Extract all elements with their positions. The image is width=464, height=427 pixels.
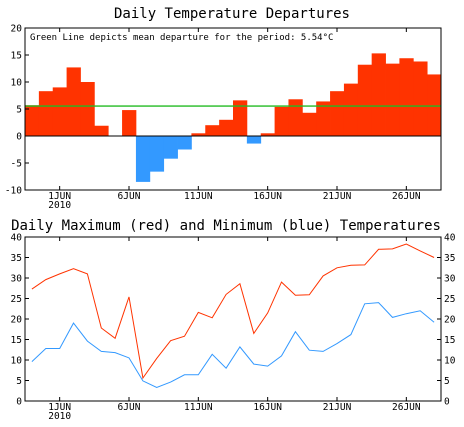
departure-bar [38, 91, 54, 136]
y-tick-label: 5 [16, 105, 22, 116]
departure-bar [316, 101, 331, 136]
departure-bar [94, 125, 109, 136]
x-tick-label: 1JUN [48, 402, 71, 413]
x-tick-label: 26JUN [392, 191, 421, 202]
y-tick-label-right: 35 [444, 253, 455, 264]
max-min-frame [24, 236, 442, 402]
x-tick-sublabel: 2010 [48, 200, 71, 211]
max-min-marks [31, 243, 435, 389]
y-tick-label: 0 [16, 132, 22, 143]
y-tick-label: 15 [11, 51, 22, 62]
max-min-title: Daily Maximum (red) and Minimum (blue) T… [11, 218, 441, 234]
y-tick-label: 5 [16, 376, 22, 387]
y-tick-label: 10 [11, 356, 23, 367]
mean-departure-note: Green Line depicts mean departure for th… [30, 33, 333, 43]
departure-bar [343, 83, 359, 136]
departures-chart: Daily Temperature Departures -10 -5 0 5 10 15… [5, 6, 442, 211]
departure-bar [260, 133, 275, 136]
departure-bar [66, 67, 81, 136]
x-tick-label: 16JUN [253, 191, 282, 202]
x-tick-label: 21JUN [323, 402, 352, 413]
y-tick-label: 20 [11, 315, 23, 326]
departures-title: Daily Temperature Departures [114, 6, 350, 22]
departure-bar [135, 136, 151, 182]
y-tick-label-right: 25 [444, 294, 455, 305]
departures-marks [25, 53, 442, 182]
x-tick-sublabel: 2010 [48, 411, 71, 422]
y-tick-label: 40 [11, 233, 23, 244]
departure-bar [302, 112, 317, 136]
departure-bar [205, 125, 220, 136]
departure-bar [357, 64, 373, 136]
departure-bar [177, 136, 192, 150]
max-min-axes: 0 0 5 5 10 10 15 15 20 20 25 25 30 30 35 35 40 40 1JUN2010… [11, 233, 456, 423]
y-tick-label: 25 [11, 294, 22, 305]
y-tick-label: -5 [11, 159, 22, 170]
y-tick-label-right: 15 [444, 335, 455, 346]
departure-bar [80, 82, 95, 136]
x-tick-label: 11JUN [184, 191, 213, 202]
y-tick-label-right: 0 [444, 397, 450, 408]
departure-bar [246, 136, 262, 144]
x-tick-label: 6JUN [118, 402, 141, 413]
y-tick-label-right: 20 [444, 315, 456, 326]
departure-bar [413, 61, 428, 137]
x-tick-label: 1JUN [48, 191, 71, 202]
y-tick-label: 20 [11, 24, 23, 35]
departure-bar [25, 105, 40, 136]
departure-bar [191, 133, 206, 136]
y-tick-label: 15 [11, 335, 22, 346]
y-tick-label-right: 30 [444, 274, 456, 285]
departure-bar [233, 100, 248, 136]
y-tick-label-right: 10 [444, 356, 456, 367]
min-temperature-line [31, 302, 435, 389]
departure-bar [219, 119, 234, 136]
departure-bar [399, 58, 414, 136]
x-tick-label: 16JUN [253, 402, 282, 413]
departure-bar [122, 110, 137, 136]
departure-bar [288, 99, 303, 136]
x-tick-label: 11JUN [184, 402, 213, 413]
x-tick-label: 26JUN [392, 402, 421, 413]
departure-bar [52, 87, 67, 136]
max-min-chart: Daily Maximum (red) and Minimum (blue) T… [11, 218, 456, 422]
y-tick-label-right: 40 [444, 233, 456, 244]
y-tick-label-right: 5 [444, 376, 450, 387]
departure-bar [163, 136, 178, 159]
departure-bar [274, 106, 289, 136]
y-tick-label: 10 [11, 78, 23, 89]
y-tick-label: 35 [11, 253, 22, 264]
x-tick-label: 6JUN [118, 191, 141, 202]
departure-bar [149, 136, 165, 172]
departure-bar [385, 63, 400, 136]
x-tick-label: 21JUN [323, 191, 352, 202]
departure-bar [427, 74, 442, 136]
y-tick-label: 30 [11, 274, 23, 285]
departure-bar [330, 91, 345, 136]
y-tick-label: -10 [5, 186, 22, 197]
y-tick-label: 0 [16, 397, 22, 408]
departure-bar [371, 53, 386, 136]
max-temperature-line [31, 243, 435, 380]
